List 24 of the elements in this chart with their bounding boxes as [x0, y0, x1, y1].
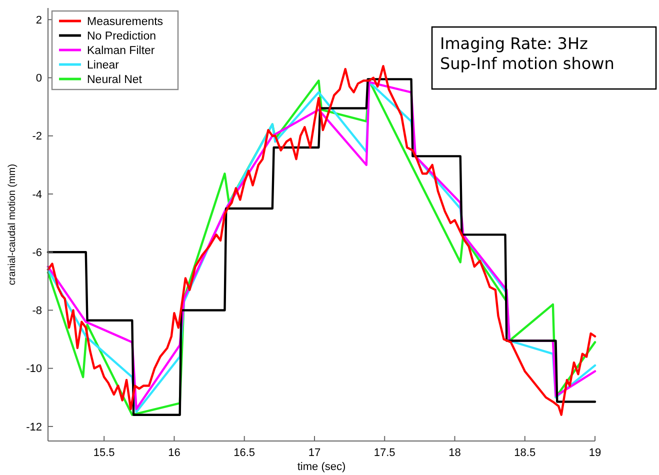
x-tick-label: 15.5 [93, 447, 115, 459]
y-tick-label: -2 [32, 130, 42, 143]
x-tick-label: 17 [308, 447, 321, 459]
y-tick-label: -4 [32, 188, 42, 201]
y-tick-label: 2 [36, 14, 42, 26]
annotation: Imaging Rate: 3Hz Sup-Inf motion shown [440, 34, 614, 73]
x-tick-label: 16.5 [234, 447, 256, 459]
y-tick-label: -10 [26, 363, 42, 376]
y-tick-label: -12 [26, 421, 42, 434]
x-tick-label: 17.5 [374, 447, 396, 459]
legend-label: Neural Net [87, 74, 143, 86]
x-tick-label: 16 [168, 447, 180, 459]
y-tick-label: -8 [32, 305, 42, 318]
x-tick-label: 18.5 [514, 447, 536, 459]
legend-label: Kalman Filter [87, 45, 155, 58]
x-axis-title: time (sec) [297, 461, 346, 473]
y-tick-label: -6 [32, 246, 42, 259]
legend-label: No Prediction [87, 30, 156, 43]
legend-label: Measurements [87, 16, 164, 28]
y-axis-title: cranial-caudal motion (mm) [7, 164, 18, 286]
x-tick-label: 19 [588, 447, 602, 459]
y-tick-label: 0 [36, 72, 42, 85]
legend-label: Linear [87, 60, 120, 72]
x-tick-label: 18 [448, 447, 461, 459]
